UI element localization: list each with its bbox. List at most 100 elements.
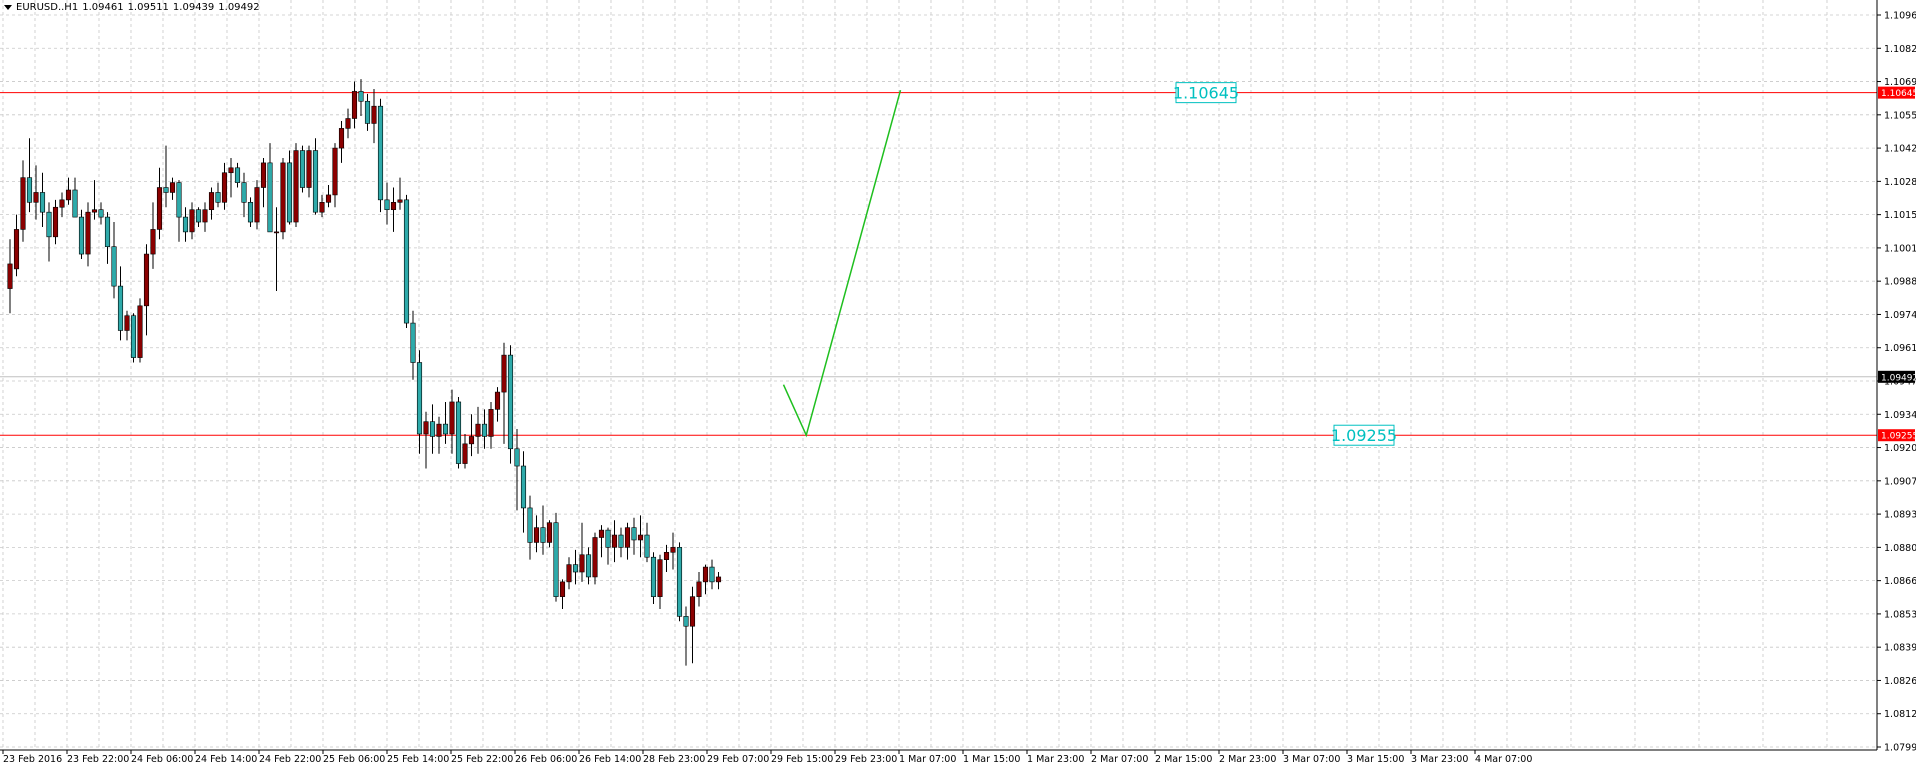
resistance-label-box: [1175, 82, 1237, 104]
candle: [618, 527, 624, 558]
candle: [65, 177, 72, 205]
bull-candle-body: [579, 554, 585, 573]
candle: [715, 572, 722, 590]
bull-candle-body: [546, 522, 553, 543]
time-axis: 23 Feb 2016 23 Feb 22:00 24 Feb 06:00 24 Fe…: [2, 750, 1532, 765]
collapse-arrow-icon[interactable]: [4, 4, 12, 10]
candle: [273, 207, 280, 292]
bear-candle-body: [520, 465, 527, 509]
candle: [137, 298, 143, 363]
time-tick-label: 4 Mar 07:00: [1475, 754, 1532, 765]
time-tick-label: 2 Mar 15:00: [1155, 754, 1212, 765]
current-price-tag-bg: [1878, 370, 1915, 383]
time-tick-label: 26 Feb 14:00: [579, 754, 641, 765]
bear-candle-body: [163, 187, 169, 193]
bull-candle-body: [351, 91, 358, 119]
candle: [488, 401, 494, 449]
candle: [59, 192, 65, 218]
candle: [689, 586, 696, 664]
candle: [507, 345, 514, 464]
candle: [371, 88, 377, 144]
time-tick-label: 2 Mar 07:00: [1091, 754, 1148, 765]
bear-candle-body: [26, 177, 33, 203]
bull-candle-body: [494, 391, 501, 410]
price-tick-label: 1.08530: [1884, 609, 1916, 620]
candle: [319, 194, 325, 218]
bear-candle-body: [267, 162, 273, 233]
bull-candle-body: [462, 443, 468, 464]
bull-candle-body: [85, 211, 91, 255]
time-tick-label: 23 Feb 2016: [3, 754, 62, 765]
bear-candle-body: [78, 216, 85, 255]
bull-candle-body: [338, 128, 345, 149]
candle: [260, 157, 267, 208]
candle: [293, 143, 299, 227]
candles: [7, 79, 722, 666]
bull-candle-body: [598, 529, 605, 538]
bear-candle-body: [429, 421, 436, 437]
candle: [351, 81, 358, 129]
bull-candle-body: [20, 177, 26, 230]
candle: [221, 162, 228, 210]
price-tick-label: 1.08125: [1884, 709, 1916, 720]
candle: [338, 120, 345, 163]
bull-candle-body: [280, 162, 286, 233]
bull-candle-body: [624, 527, 631, 548]
bull-candle-body: [169, 182, 176, 193]
time-tick-label: 25 Feb 14:00: [387, 754, 449, 765]
candle: [631, 517, 637, 555]
bear-candle-body: [286, 162, 293, 223]
bull-candle-body: [423, 421, 429, 435]
candle: [111, 222, 117, 299]
candle: [416, 350, 423, 454]
bull-candle-body: [475, 423, 481, 437]
bull-candle-body: [150, 229, 156, 255]
price-tick-label: 1.10420: [1884, 144, 1916, 155]
bull-candle-body: [65, 189, 72, 201]
candle: [202, 202, 208, 232]
time-tick-label: 3 Mar 07:00: [1283, 754, 1340, 765]
chart-grid: [0, 0, 1877, 750]
candle: [72, 177, 78, 218]
price-tick-label: 1.08260: [1884, 676, 1916, 687]
candle: [26, 138, 33, 213]
bear-candle-body: [234, 167, 241, 183]
resistance-price-tag: 1.10645: [1881, 89, 1916, 99]
bull-candle-body: [488, 409, 494, 437]
candle: [358, 79, 364, 117]
candle: [7, 239, 13, 314]
candle: [702, 564, 709, 595]
support-label-box: [1333, 424, 1395, 446]
bear-candle-body: [507, 354, 514, 450]
time-tick-label: 24 Feb 22:00: [259, 754, 321, 765]
candle: [423, 411, 429, 469]
bull-candle-body: [293, 150, 299, 223]
candle: [195, 207, 202, 227]
candle: [663, 544, 670, 573]
candle: [208, 187, 215, 220]
candle: [520, 451, 527, 533]
candle: [449, 389, 455, 454]
horizontal-levels[interactable]: 1.10645 1.09255: [0, 82, 1877, 446]
bull-candle-body: [657, 559, 663, 597]
candle: [228, 157, 234, 198]
bull-candle-body: [306, 150, 312, 188]
bull-candle-body: [91, 209, 98, 213]
support-price-tag-bg: [1878, 429, 1915, 442]
candle: [13, 214, 20, 277]
candle: [306, 145, 312, 198]
bull-candle-body: [143, 253, 150, 307]
bear-candle-body: [683, 616, 689, 627]
price-tick-label: 1.10015: [1884, 243, 1916, 254]
projection-path[interactable]: [782, 89, 902, 438]
candle: [267, 143, 273, 233]
bear-candle-body: [241, 182, 247, 203]
bear-candle-body: [709, 566, 715, 583]
time-tick-label: 29 Feb 07:00: [707, 754, 769, 765]
time-tick-label: 1 Mar 07:00: [899, 754, 956, 765]
candle: [670, 532, 676, 570]
candle: [527, 495, 533, 560]
candle: [585, 547, 592, 585]
